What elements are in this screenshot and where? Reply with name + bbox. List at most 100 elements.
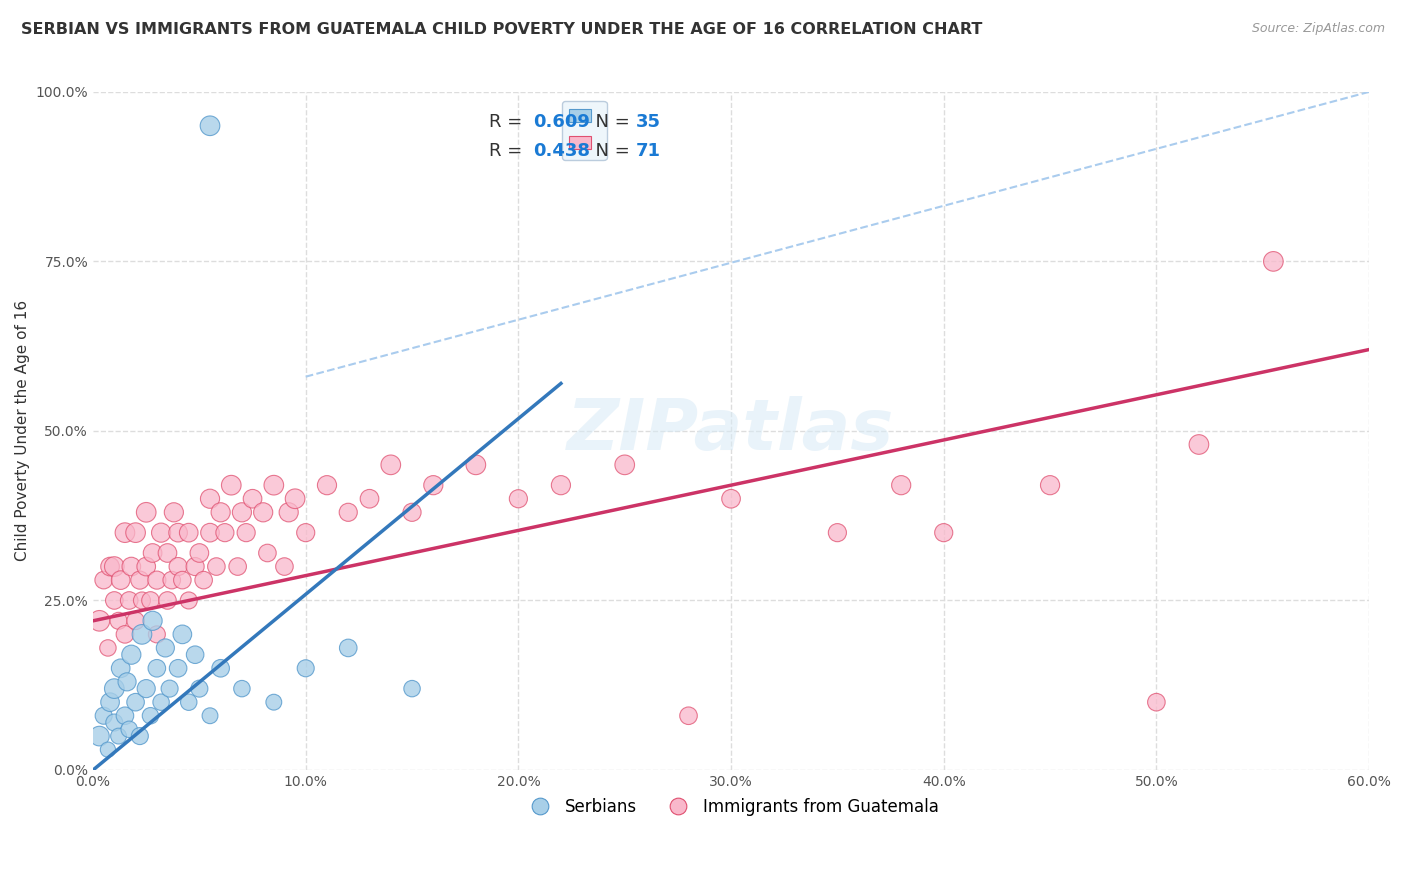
Point [184, 559, 207, 574]
Point [120, 559, 142, 574]
Point [93, 708, 115, 723]
Point [720, 491, 742, 506]
Point [359, 491, 381, 506]
Point [827, 525, 849, 540]
Y-axis label: Child Poverty Under the Age of 16: Child Poverty Under the Age of 16 [15, 301, 30, 561]
Point [263, 695, 285, 709]
Point [114, 525, 136, 540]
Point [219, 478, 242, 492]
Point [150, 525, 173, 540]
Point [139, 593, 162, 607]
Point [114, 708, 136, 723]
Point [337, 640, 360, 655]
Point [124, 614, 146, 628]
Point [226, 559, 249, 574]
Point [98, 695, 121, 709]
Point [135, 505, 157, 519]
Point [167, 559, 190, 574]
Point [205, 559, 228, 574]
Point [1039, 478, 1062, 492]
Point [184, 648, 207, 662]
Point [167, 525, 190, 540]
Point [103, 593, 125, 607]
Point [167, 661, 190, 675]
Point [155, 640, 177, 655]
Point [115, 674, 138, 689]
Point [550, 478, 572, 492]
Point [177, 525, 200, 540]
Point [89, 614, 111, 628]
Point [188, 681, 211, 696]
Text: N =: N = [585, 142, 636, 160]
Point [277, 505, 299, 519]
Point [146, 573, 169, 587]
Text: R =: R = [489, 142, 527, 160]
Point [316, 478, 339, 492]
Point [107, 614, 129, 628]
Point [1144, 695, 1167, 709]
Point [198, 119, 221, 133]
Point [118, 593, 141, 607]
Point [284, 491, 307, 506]
Point [160, 573, 183, 587]
Point [93, 573, 115, 587]
Point [209, 505, 232, 519]
Point [146, 661, 169, 675]
Point [128, 729, 150, 743]
Point [198, 525, 221, 540]
Point [932, 525, 955, 540]
Point [214, 525, 236, 540]
Point [103, 681, 125, 696]
Point [135, 559, 157, 574]
Point [422, 478, 444, 492]
Point [146, 627, 169, 641]
Point [294, 661, 316, 675]
Point [1188, 437, 1211, 451]
Point [124, 695, 146, 709]
Point [231, 681, 253, 696]
Point [103, 559, 125, 574]
Text: Source: ZipAtlas.com: Source: ZipAtlas.com [1251, 22, 1385, 36]
Point [252, 505, 274, 519]
Point [142, 546, 165, 560]
Point [401, 505, 423, 519]
Text: ZIPatlas: ZIPatlas [568, 396, 894, 466]
Point [1263, 254, 1285, 268]
Point [209, 661, 232, 675]
Point [678, 708, 700, 723]
Point [156, 593, 179, 607]
Point [110, 573, 132, 587]
Point [263, 478, 285, 492]
Point [273, 559, 295, 574]
Point [401, 681, 423, 696]
Point [294, 525, 316, 540]
Point [114, 627, 136, 641]
Text: 0.609: 0.609 [533, 113, 591, 131]
Point [139, 708, 162, 723]
Point [150, 695, 173, 709]
Point [198, 708, 221, 723]
Text: 0.438: 0.438 [533, 142, 591, 160]
Point [89, 729, 111, 743]
Point [124, 525, 146, 540]
Point [508, 491, 530, 506]
Text: R =: R = [489, 113, 527, 131]
Point [193, 573, 215, 587]
Point [103, 715, 125, 730]
Text: 71: 71 [636, 142, 661, 160]
Point [172, 573, 194, 587]
Point [177, 593, 200, 607]
Point [256, 546, 278, 560]
Point [172, 627, 194, 641]
Point [110, 661, 132, 675]
Text: 35: 35 [636, 113, 661, 131]
Point [98, 559, 121, 574]
Point [131, 627, 153, 641]
Text: SERBIAN VS IMMIGRANTS FROM GUATEMALA CHILD POVERTY UNDER THE AGE OF 16 CORRELATI: SERBIAN VS IMMIGRANTS FROM GUATEMALA CHI… [21, 22, 983, 37]
Point [142, 614, 165, 628]
Point [464, 458, 486, 472]
Point [188, 546, 211, 560]
Point [107, 729, 129, 743]
Point [231, 505, 253, 519]
Point [159, 681, 181, 696]
